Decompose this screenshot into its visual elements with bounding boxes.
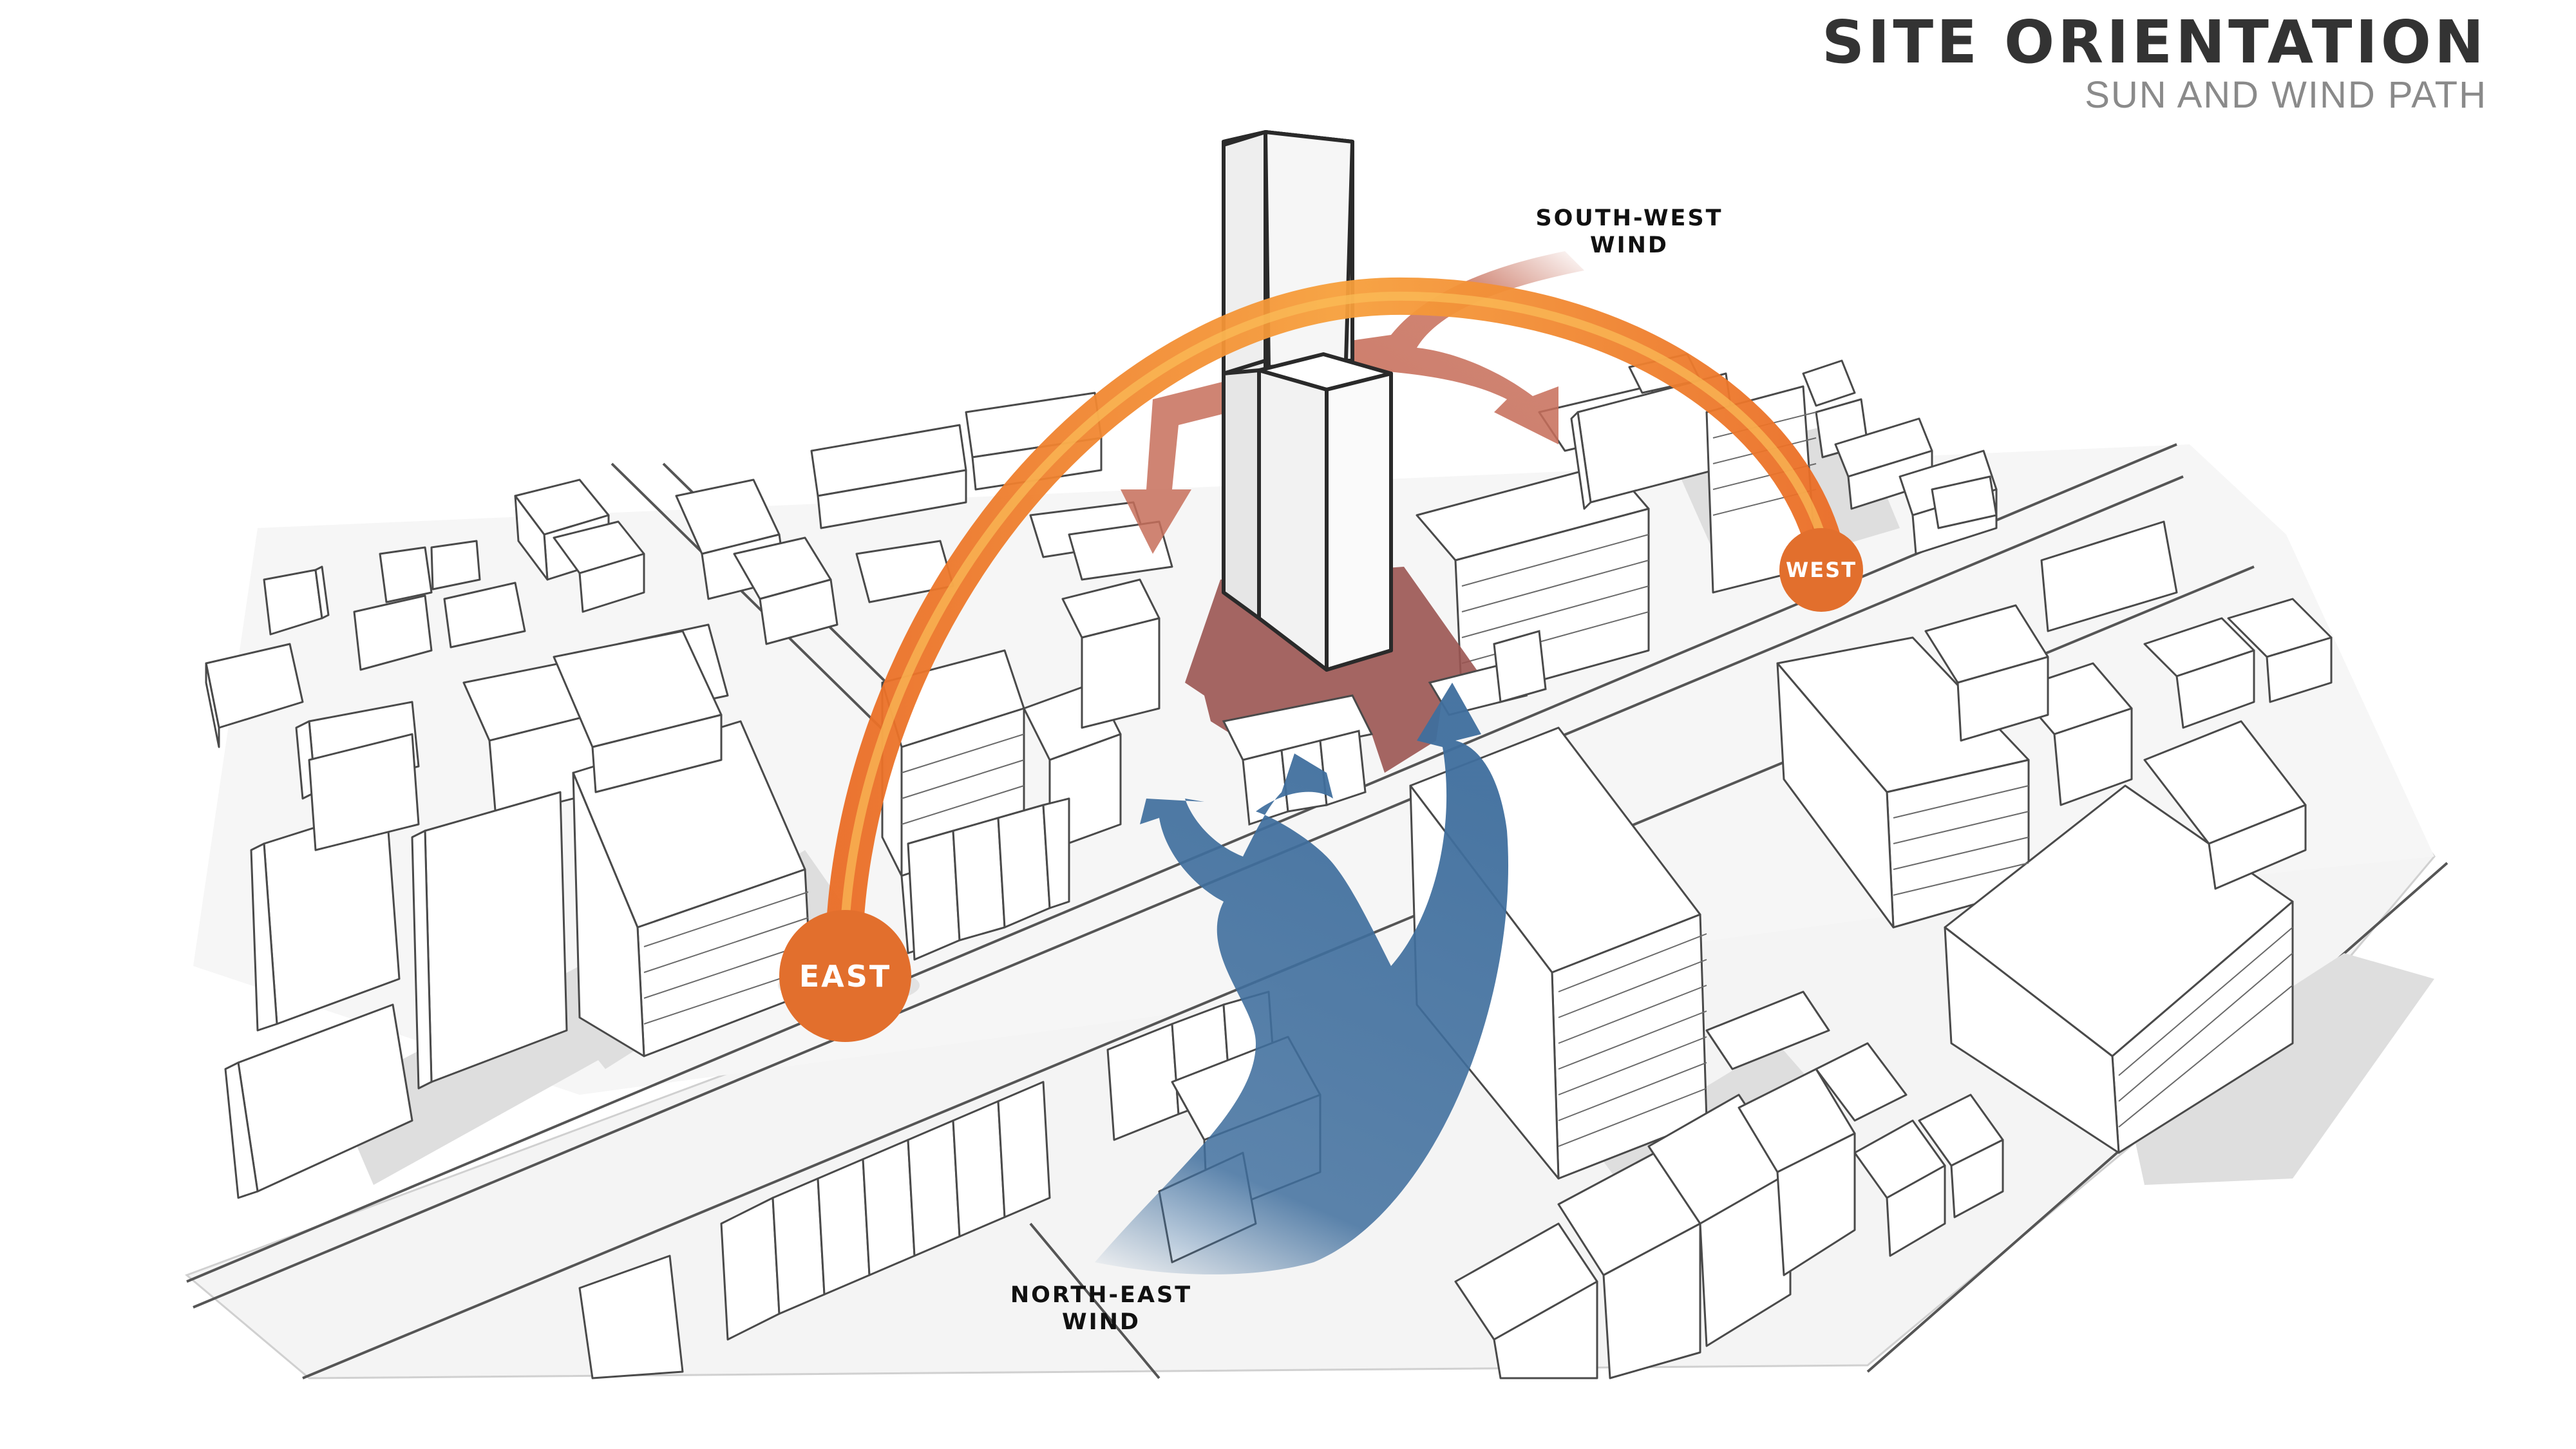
west-sun-label: WEST	[1785, 558, 1857, 582]
north-east-wind-label: NORTH-EAST WIND	[966, 1282, 1236, 1336]
east-sun-label: EAST	[799, 958, 892, 994]
north-east-wind-label-line1: NORTH-EAST	[1010, 1282, 1193, 1308]
west-sun-badge: WEST	[1779, 528, 1863, 612]
page-subtitle: SUN AND WIND PATH	[2085, 74, 2487, 116]
page-title: SITE ORIENTATION	[1821, 8, 2487, 77]
north-east-wind-label-line2: WIND	[1062, 1309, 1141, 1335]
south-west-wind-label-line1: SOUTH-WEST	[1535, 205, 1723, 231]
tower	[1222, 130, 1393, 672]
east-sun-badge: EAST	[779, 910, 911, 1042]
south-west-wind-label: SOUTH-WEST WIND	[1501, 205, 1758, 259]
south-west-wind-label-line2: WIND	[1590, 232, 1669, 258]
north-east-wind-arrow	[1095, 683, 1509, 1274]
south-west-wind-arrow	[1121, 251, 1584, 554]
